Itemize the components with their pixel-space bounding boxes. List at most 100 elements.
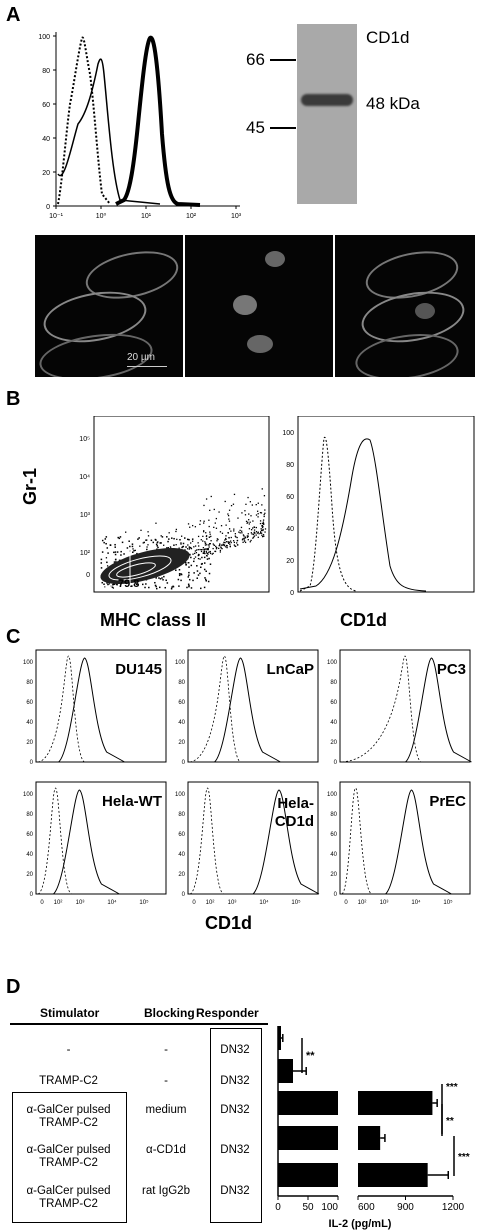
panel-label-a: A — [6, 4, 21, 26]
y-tick-label: 80 — [26, 680, 33, 686]
y-tick-label: 10³ — [80, 512, 91, 519]
x-tick-label: 10⁵ — [443, 899, 453, 906]
x-tick-label: 10³ — [380, 900, 389, 906]
x-tick-label: 10³ — [231, 213, 242, 220]
stimulator-cell: α-GalCer pulsed TRAMP-C2 — [26, 1185, 111, 1210]
histogram-pc3: 0 20 40 60 80 100 PC3 — [327, 649, 472, 766]
y-tick-label: 20 — [330, 740, 337, 746]
panel-c-xlabel: CD1d — [205, 913, 253, 933]
stimulator-cell: α-GalCer pulsed TRAMP-C2 — [26, 1104, 111, 1129]
cell-line-label: PrEC — [429, 793, 466, 810]
y-tick-label: 80 — [178, 812, 185, 818]
cell-line-label: Hela-WT — [102, 793, 162, 810]
header-blocking: Blocking — [144, 1006, 195, 1020]
x-tick-label: 0 — [40, 900, 44, 906]
y-tick-label: 40 — [26, 852, 33, 858]
y-tick-label: 0 — [46, 204, 50, 211]
header-responder: Responder — [196, 1006, 259, 1020]
y-tick-label: 40 — [330, 852, 337, 858]
x-tick-label: 10⁵ — [139, 899, 149, 906]
y-tick-label: 0 — [30, 760, 34, 766]
blocking-cell: - — [164, 1075, 168, 1087]
scale-bar: 20 µm — [127, 352, 155, 363]
y-tick-label: 20 — [330, 872, 337, 878]
micrograph-merge — [335, 235, 475, 377]
header-stimulator: Stimulator — [40, 1006, 100, 1020]
header-rule — [10, 1023, 268, 1025]
y-tick-label: 0 — [182, 760, 186, 766]
histogram-lncap: 0 20 40 60 80 100 LnCaP — [175, 649, 319, 766]
blot-band-size: 48 kDa — [366, 94, 420, 113]
stimulator-cell: TRAMP-C2 — [39, 1075, 98, 1087]
bar — [278, 1126, 338, 1150]
micrograph-cd1d: 20 µm — [35, 235, 183, 377]
bar-broken-segment — [358, 1126, 381, 1150]
y-tick-label: 0 — [334, 892, 338, 898]
responder-cell: DN32 — [220, 1144, 250, 1156]
bar — [278, 1026, 281, 1050]
isotype-histogram — [57, 36, 111, 205]
cell-line-label: Hela-CD1d — [275, 795, 314, 830]
x-tick-label: 10⁴ — [411, 899, 421, 906]
y-tick-label: 0 — [86, 572, 90, 579]
y-tick-label: 60 — [330, 832, 337, 838]
x-tick-label: 10² — [206, 900, 215, 906]
blot-protein-label: CD1d — [366, 28, 410, 47]
y-tick-label: 80 — [26, 812, 33, 818]
significance-marker: ** — [306, 1050, 315, 1062]
y-tick-label: 100 — [175, 792, 186, 798]
panel-b-histogram: 0 20 40 60 80 100 — [282, 416, 475, 596]
control-histogram — [57, 58, 161, 205]
x-tick-label: 1200 — [442, 1202, 465, 1213]
y-tick-label: 20 — [178, 872, 185, 878]
y-tick-label: 20 — [178, 740, 185, 746]
y-tick-label: 0 — [30, 892, 34, 898]
stimulator-box — [12, 1092, 127, 1223]
marker-66: 66 — [246, 50, 265, 69]
blocking-cell: rat IgG2b — [142, 1185, 190, 1197]
y-tick-label: 10² — [80, 550, 91, 557]
panel-label-d: D — [6, 976, 21, 998]
marker-45: 45 — [246, 118, 265, 137]
bar-broken-segment — [358, 1091, 433, 1115]
panel-b-xlabel: MHC class II — [100, 610, 207, 630]
y-tick-label: 80 — [330, 812, 337, 818]
x-tick-label: 0 — [344, 900, 348, 906]
y-tick-label: 100 — [327, 792, 338, 798]
y-tick-label: 60 — [178, 700, 185, 706]
histogram-hela-wt: 0 20 40 60 80 100 0 10² 10³ 10⁴ 10⁵ Hela-WT — [23, 781, 167, 906]
cell-line-label: DU145 — [115, 661, 162, 678]
x-tick-label: 100 — [321, 1202, 338, 1213]
y-tick-label: 60 — [178, 832, 185, 838]
panel-label-c: C — [6, 626, 21, 648]
x-tick-label: 10⁵ — [291, 899, 301, 906]
cell-line-label: LnCaP — [266, 661, 314, 678]
micrograph-nuclei — [185, 235, 333, 377]
y-tick-label: 100 — [282, 430, 294, 437]
histogram-prec: 0 20 40 60 80 100 0 10² 10³ 10⁴ 10⁵ PrEC — [327, 781, 471, 906]
y-tick-label: 100 — [327, 660, 338, 666]
y-tick-label: 100 — [38, 34, 50, 41]
x-tick-label: 0 — [275, 1202, 281, 1213]
significance-marker: ** — [446, 1116, 454, 1127]
marker-66-line — [270, 59, 296, 61]
western-blot — [297, 24, 357, 204]
y-tick-label: 60 — [42, 102, 50, 109]
significance-marker: *** — [458, 1152, 470, 1163]
panel-a-histogram: 0 20 40 60 80 100 10⁻¹ 10⁰ 10¹ 10² 10³ — [38, 32, 242, 220]
x-tick-label: 10⁻¹ — [49, 213, 63, 220]
panel-b-ylabel: Gr-1 — [20, 467, 40, 505]
blot-band — [301, 94, 353, 106]
bar — [278, 1163, 338, 1187]
y-tick-label: 0 — [182, 892, 186, 898]
responder-cell: DN32 — [220, 1104, 250, 1116]
y-tick-label: 80 — [42, 68, 50, 75]
histogram-du145: 0 20 40 60 80 100 DU145 — [23, 649, 167, 766]
y-tick-label: 40 — [26, 720, 33, 726]
responder-box — [210, 1028, 262, 1223]
significance-marker: *** — [446, 1082, 458, 1093]
y-tick-label: 100 — [23, 660, 34, 666]
x-tick-label: 10¹ — [141, 213, 152, 220]
